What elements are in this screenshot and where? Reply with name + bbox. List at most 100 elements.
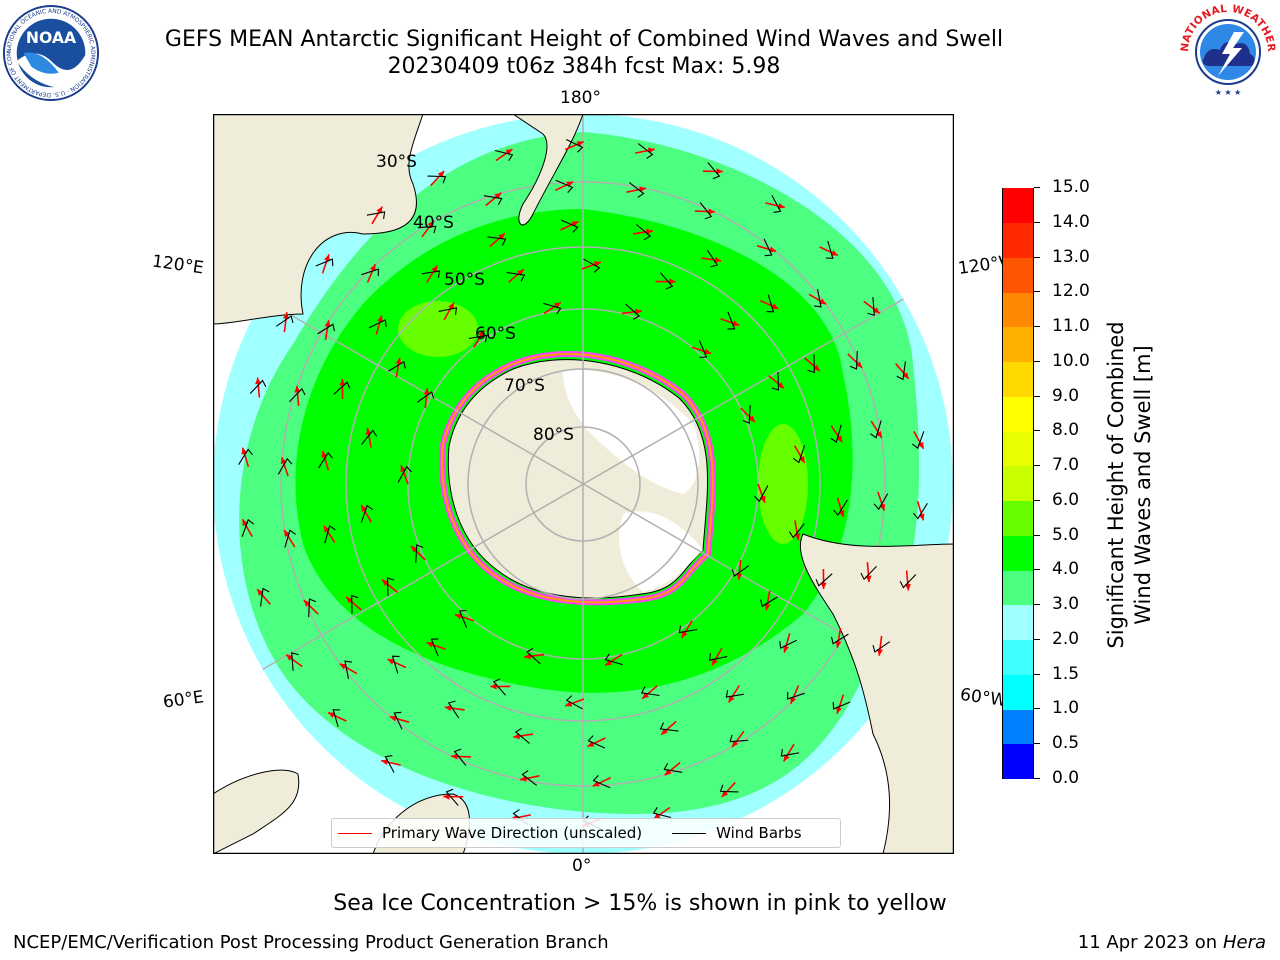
colorbar-tick [1034, 256, 1040, 258]
wind-barb [706, 249, 719, 268]
wind-barb [872, 641, 891, 653]
colorbar-segment [1003, 639, 1033, 675]
wind-barb [351, 594, 359, 614]
wind-barb [725, 690, 745, 698]
wave-arrow-head [902, 372, 909, 379]
wave-arrow-head [790, 696, 796, 704]
wave-arrow-head [478, 330, 485, 338]
wave-arrow-head [324, 254, 330, 262]
wind-barb [397, 465, 412, 483]
wind-barb [277, 457, 293, 475]
polar-map [213, 114, 954, 854]
colorbar-segment [1003, 257, 1033, 293]
legend: Primary Wave Direction (unscaled) Wind B… [331, 818, 841, 848]
wave-arrow-head [411, 546, 418, 553]
colorbar-tick [1034, 708, 1040, 710]
colorbar-tick [1034, 465, 1040, 467]
wind-barb [565, 695, 583, 710]
colorbar-tick [1034, 430, 1040, 432]
wind-barb [388, 360, 406, 372]
wave-arrow-head [716, 168, 723, 175]
wind-barb [525, 648, 541, 665]
colorbar-tick-label: 5.0 [1052, 524, 1080, 545]
wind-barb [870, 420, 882, 439]
colorbar-tick [1034, 326, 1040, 328]
colorbar-tick-label: 15.0 [1052, 177, 1090, 197]
wind-barb [506, 271, 526, 282]
wave-arrow-head [448, 302, 454, 310]
wind-barb [543, 302, 562, 315]
wind-barb [565, 139, 584, 153]
colorbar-tick [1034, 743, 1040, 745]
colorbar-segment [1003, 396, 1033, 432]
wind-barb [318, 451, 333, 469]
colorbar-tick [1034, 221, 1040, 223]
wave-arrow-head [324, 320, 331, 327]
wind-barb [698, 340, 708, 359]
colorbar-tick-label: 0.5 [1052, 733, 1080, 754]
wind-barb [832, 701, 851, 710]
colorbar-tick [1034, 395, 1040, 397]
wave-arrow-head [771, 303, 779, 309]
wave-arrow-head [571, 221, 579, 227]
vector-field [238, 139, 928, 829]
wave-arrow-head [587, 741, 595, 747]
wind-barb [415, 544, 424, 563]
wave-arrow-head [783, 754, 790, 762]
legend-wave-label: Primary Wave Direction (unscaled) [382, 824, 643, 842]
wind-barb [583, 258, 601, 273]
colorbar-segment [1003, 431, 1033, 467]
lon-label-top: 180° [560, 88, 601, 108]
australia [213, 114, 424, 325]
wind-barb [555, 179, 574, 193]
wave-arrow-head [835, 641, 842, 648]
colorbar-segment [1003, 535, 1033, 571]
colorbar-tick-label: 1.5 [1052, 663, 1080, 684]
wave-arrow-head [323, 525, 330, 533]
wave-arrow-head [286, 654, 293, 661]
wind-barb [636, 224, 652, 241]
wind-barb [652, 807, 672, 819]
sea-ice-note: Sea Ice Concentration > 15% is shown in … [333, 891, 947, 916]
wind-barb [468, 334, 488, 343]
wave-arrow-head [748, 415, 755, 422]
lon-label-lower-right: 60°W [958, 684, 1009, 712]
wind-barb [849, 350, 858, 370]
colorbar-segment [1003, 188, 1033, 223]
wind-barb [860, 565, 877, 581]
wind-barb [699, 202, 713, 220]
wave-arrow-head [566, 181, 574, 188]
wind-barb [291, 652, 299, 671]
wind-barb [458, 609, 468, 628]
wave-arrow-head [704, 348, 712, 355]
lat-label: 30°S [376, 152, 417, 172]
colorbar-tick-label: 1.0 [1052, 698, 1080, 719]
wave-arrow-head [381, 579, 389, 586]
wave-arrow-head [376, 206, 383, 214]
wave-arrow-head [813, 364, 820, 371]
wind-barb [727, 311, 736, 330]
wind-barb [637, 143, 654, 159]
wave-arrow-head [732, 320, 740, 327]
colorbar-title-line2: Wind Waves and Swell [m] [1131, 345, 1155, 625]
wind-barb [760, 596, 778, 608]
wave-arrow-head [798, 456, 805, 463]
nws-logo: NATIONAL WEATHER SERVICE ★ ★ ★ [1178, 2, 1277, 99]
wind-barb [707, 162, 721, 180]
lon-label-upper-left: 120°E [150, 251, 205, 279]
wave-arrow-head [873, 307, 880, 314]
wave-arrow-head [653, 812, 661, 819]
wave-arrow-head [830, 250, 838, 256]
map-border [213, 114, 954, 854]
wind-barb [754, 485, 769, 503]
wind-barb [275, 315, 294, 327]
wave-arrow-head [736, 573, 743, 580]
wind-barb [483, 195, 503, 206]
wind-barb [766, 294, 775, 313]
wind-barb [899, 574, 917, 589]
wave-arrow-head [728, 695, 735, 703]
wave-arrow-head [855, 361, 863, 368]
colorbar-tick-label: 4.0 [1052, 559, 1080, 580]
wind-barb [833, 499, 848, 517]
colorbar-tick-label: 11.0 [1052, 316, 1090, 337]
